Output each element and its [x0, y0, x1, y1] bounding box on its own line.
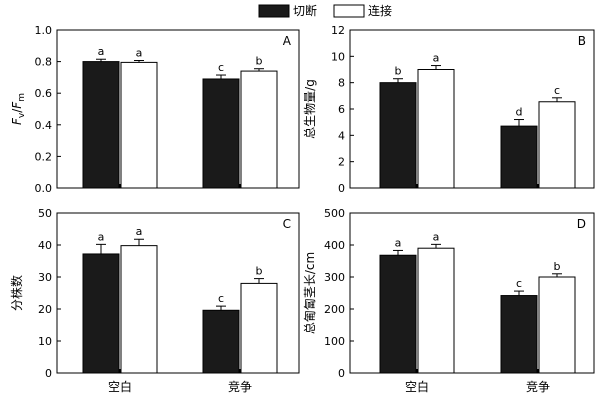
y-tick-label-A-1: 0.2 — [35, 150, 53, 163]
panel-letter-A: A — [283, 34, 292, 48]
y-tick-label-D-2: 200 — [324, 303, 345, 316]
chart-panels: 0.00.20.40.60.81.0AFv/Fmacab024681012B总生… — [9, 24, 595, 380]
y-tick-label-D-5: 500 — [324, 207, 345, 220]
bar-C-s2-c1 — [120, 245, 158, 374]
x-category-label-D-2: 竞争 — [526, 380, 550, 394]
significance-letter-D-s2-c2: b — [554, 260, 561, 273]
significance-letter-B-s1-c2: d — [516, 106, 523, 119]
legend-swatch-1 — [258, 4, 290, 18]
y-tick-label-C-1: 10 — [38, 335, 52, 348]
significance-letter-A-s2-c1: a — [136, 46, 143, 59]
y-tick-label-A-3: 0.6 — [35, 87, 53, 100]
y-axis-label-part-A-1: v — [17, 112, 27, 118]
significance-letter-C-s2-c1: a — [136, 225, 143, 238]
bar-C-s1-c2 — [202, 309, 240, 374]
bar-D-s2-c2 — [538, 276, 576, 374]
y-axis-label-B: 总生物量/g — [303, 79, 317, 139]
y-tick-label-D-0: 0 — [338, 367, 345, 380]
panel-letter-D: D — [577, 217, 586, 231]
y-tick-label-C-5: 50 — [38, 207, 52, 220]
bar-B-s1-c1 — [379, 82, 417, 189]
significance-letter-B-s2-c1: a — [433, 52, 440, 65]
significance-letter-A-s1-c1: a — [98, 45, 105, 58]
y-axis-label-D: 总匍匐茎长/cm — [302, 252, 317, 334]
y-tick-label-B-4: 8 — [338, 77, 345, 90]
y-axis-label-part-A-4: m — [17, 93, 27, 102]
y-tick-label-B-5: 10 — [331, 50, 345, 63]
bar-C-s1-c1 — [82, 253, 120, 374]
bar-A-s1-c2 — [202, 78, 240, 189]
y-axis-label-C: 分株数 — [9, 275, 24, 311]
significance-letter-D-s2-c1: a — [433, 230, 440, 243]
bar-B-s2-c1 — [417, 69, 455, 189]
significance-letter-B-s1-c1: b — [395, 65, 402, 78]
bar-C-s2-c2 — [240, 282, 278, 374]
x-category-labels: 空白 竞争 空白 竞争 — [108, 379, 550, 394]
y-axis-label-part-A-2: / — [10, 108, 24, 113]
significance-letter-C-s1-c1: a — [98, 230, 105, 243]
bar-A-s1-c1 — [82, 61, 120, 189]
y-tick-label-C-0: 0 — [45, 367, 52, 380]
y-tick-label-B-2: 4 — [338, 129, 345, 142]
y-axis-label-part-A-3: F — [10, 101, 24, 109]
legend-label-2: 连接 — [368, 3, 392, 18]
y-tick-label-A-4: 0.8 — [35, 56, 53, 69]
legend-swatch-2 — [333, 4, 365, 18]
bar-D-s1-c1 — [379, 254, 417, 374]
y-axis-label-part-A-0: F — [10, 117, 24, 125]
legend-label-1: 切断 — [293, 3, 317, 18]
y-tick-label-D-3: 300 — [324, 271, 345, 284]
significance-letter-B-s2-c2: c — [554, 84, 560, 97]
y-tick-label-D-1: 100 — [324, 335, 345, 348]
panel-C: 0 10 20 30 40 50 C 分株数 a c a b — [9, 207, 300, 380]
significance-letter-A-s1-c2: c — [218, 61, 224, 74]
y-tick-label-A-2: 0.4 — [35, 119, 53, 132]
bar-B-s1-c2 — [500, 125, 538, 189]
y-axis-label-A: Fv/Fm — [10, 93, 27, 125]
bar-A-s2-c2 — [240, 70, 278, 189]
bar-B-s2-c2 — [538, 101, 576, 189]
x-category-label-C-1: 空白 — [108, 379, 132, 394]
y-tick-label-D-4: 400 — [324, 239, 345, 252]
y-tick-label-B-3: 6 — [338, 103, 345, 116]
significance-letter-C-s2-c2: b — [256, 265, 263, 278]
legend: 切断 连接 — [258, 3, 392, 18]
plot-frame-A — [56, 29, 300, 189]
significance-letter-A-s2-c2: b — [256, 55, 263, 68]
bar-D-s2-c1 — [417, 247, 455, 374]
significance-letter-D-s1-c2: c — [516, 277, 522, 290]
y-tick-label-C-2: 20 — [38, 303, 52, 316]
y-tick-label-C-4: 40 — [38, 239, 52, 252]
panel-D: 0 100 200 300 400 500 D 总匍匐茎长/cm a c a b — [302, 207, 595, 380]
bar-D-s1-c2 — [500, 295, 538, 374]
y-tick-label-A-5: 1.0 — [35, 24, 53, 37]
y-tick-label-B-6: 12 — [331, 24, 345, 37]
panel-B: 0 2 4 6 8 10 12 B 总生物量/g b d a c — [303, 24, 595, 195]
x-category-label-C-2: 竞争 — [228, 380, 252, 394]
significance-letter-D-s1-c1: a — [395, 236, 402, 249]
x-category-label-D-1: 空白 — [405, 379, 429, 394]
plot-frame-D — [349, 212, 595, 374]
y-tick-label-B-1: 2 — [338, 156, 345, 169]
y-tick-label-A-0: 0.0 — [35, 182, 53, 195]
significance-letter-C-s1-c2: c — [218, 292, 224, 305]
panel-letter-C: C — [283, 217, 291, 231]
bar-A-s2-c1 — [120, 61, 158, 189]
y-tick-label-C-3: 30 — [38, 271, 52, 284]
panel-letter-B: B — [578, 34, 586, 48]
plot-frame-C — [56, 212, 300, 374]
y-tick-label-B-0: 0 — [338, 182, 345, 195]
